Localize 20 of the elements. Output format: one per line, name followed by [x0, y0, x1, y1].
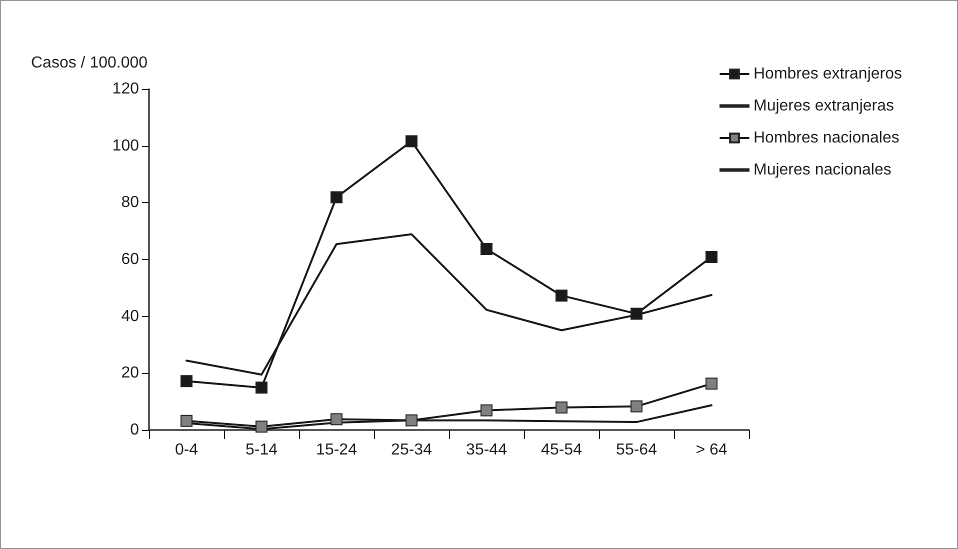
y-tick-label: 20: [121, 364, 140, 382]
y-tick-label: 100: [112, 137, 140, 154]
x-tick-label: 35-44: [466, 442, 508, 458]
y-axis-title: Casos / 100.000: [31, 54, 148, 72]
legend-label: Hombres extranjeros: [754, 66, 902, 82]
x-tick-label: 15-24: [316, 442, 358, 458]
y-tick-label: 40: [121, 308, 140, 325]
legend-label: Hombres nacionales: [754, 130, 900, 146]
legend-label: Mujeres nacionales: [754, 162, 892, 178]
x-tick-label: 0-4: [174, 442, 198, 458]
y-tick-label: 80: [121, 194, 140, 212]
y-tick-label: 0: [130, 422, 140, 438]
x-tick-label: > 64: [696, 442, 728, 458]
x-tick-label: 5-14: [245, 442, 278, 458]
x-tick-label: 25-34: [391, 442, 432, 458]
legend-label: Mujeres extranjeras: [754, 98, 894, 114]
x-tick-label: 55-64: [616, 442, 658, 458]
x-tick-label: 45-54: [541, 442, 582, 458]
y-tick-label: 120: [112, 80, 140, 98]
y-tick-label: 60: [121, 251, 140, 268]
